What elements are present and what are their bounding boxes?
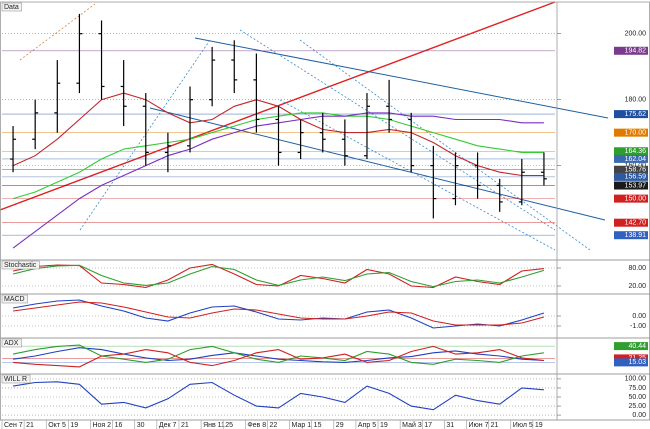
series-line: [13, 381, 544, 411]
level-box: [614, 154, 648, 163]
x-tick-label: Апр 5: [358, 422, 376, 429]
y-tick-label: 50.00: [628, 394, 646, 401]
level-box: [614, 194, 648, 203]
y-tick-label: 75.00: [628, 385, 646, 392]
y-tick-label: 25.00: [628, 403, 646, 410]
channel-line: [194, 37, 609, 119]
x-tick-label: 19: [70, 422, 78, 429]
level-box: [614, 46, 648, 55]
panel-title-box: [1, 2, 23, 12]
panel-title-box: [1, 260, 40, 270]
x-tick-label: 21: [181, 422, 189, 429]
x-tick-label: 25: [225, 422, 233, 429]
x-tick-label: 21: [26, 422, 34, 429]
level-label: 150.00: [625, 195, 647, 202]
level-box: [614, 358, 648, 367]
x-tick-label: 30: [137, 422, 145, 429]
panel-title: MACD: [4, 296, 25, 303]
level-box: [614, 110, 648, 119]
x-tick-label: 19: [380, 422, 388, 429]
level-label: 170.00: [625, 129, 647, 136]
y-tick-label: 80.00: [628, 265, 646, 272]
x-tick-label: 31: [446, 422, 454, 429]
level-label: 164.36: [625, 148, 647, 155]
level-label: 142.70: [625, 220, 647, 227]
level-label: 194.82: [625, 48, 647, 55]
x-tick-label: Май 3: [402, 421, 422, 429]
panel-title: Data: [4, 4, 19, 11]
x-tick-label: Окт 5: [48, 422, 66, 429]
level-box: [614, 147, 648, 156]
level-box: [614, 128, 648, 137]
level-box: [614, 231, 648, 240]
x-tick-label: 17: [424, 422, 432, 429]
level-box: [614, 181, 648, 190]
level-label: 153.97: [625, 182, 647, 189]
y-tick-label: 0.00: [632, 412, 646, 419]
x-tick-label: Мар 1: [292, 422, 312, 429]
level-label: 158.76: [625, 167, 647, 174]
y-tick-label: 0.00: [632, 313, 646, 320]
x-tick-label: 19: [535, 422, 543, 429]
level-label: 15.03: [628, 359, 646, 366]
y-tick-label: 20.00: [628, 283, 646, 290]
y-tick-label: 200.00: [625, 31, 647, 38]
x-tick-label: 16: [115, 422, 123, 429]
channel-line: [149, 107, 606, 221]
level-box: [614, 218, 648, 227]
series-line: [13, 347, 544, 363]
series-line: [13, 345, 544, 368]
x-tick-label: 21: [491, 422, 499, 429]
panel-title-box: [1, 374, 31, 384]
level-label: 40.44: [628, 343, 646, 350]
x-tick-label: Янв 11: [203, 422, 225, 429]
y-tick-label: 100.00: [625, 376, 647, 383]
x-tick-label: Дек 7: [159, 422, 177, 429]
series-line: [13, 299, 545, 329]
panel-title-box: [1, 294, 28, 304]
fan-line: [279, 99, 556, 251]
series-line: [12, 263, 544, 289]
level-box: [614, 342, 648, 351]
series-line: [12, 264, 545, 288]
level-label: 138.91: [625, 232, 647, 239]
level-box: [614, 165, 648, 174]
panel-title-box: [1, 338, 22, 348]
x-tick-label: Сен 7: [4, 422, 23, 429]
y-tick-label: -1.00: [630, 323, 646, 330]
x-tick-label: Июн 7: [469, 422, 489, 429]
level-box: [614, 172, 648, 181]
series-line: [13, 301, 545, 326]
x-tick-label: Июл 5: [513, 422, 533, 429]
x-tick-label: 15: [314, 422, 322, 429]
level-label: 162.04: [625, 156, 647, 163]
level-label: 175.62: [625, 111, 647, 118]
y-tick-label: 180.00: [625, 97, 647, 104]
panel-title: ADX: [4, 340, 19, 347]
x-tick-label: 22: [269, 422, 277, 429]
x-tick-label: Фев 8: [247, 422, 266, 429]
x-tick-label: 29: [336, 422, 344, 429]
x-tick-label: Ноя 2: [92, 422, 111, 429]
panel-title: WILL R: [4, 376, 27, 383]
panel-title: Stochastic: [4, 262, 37, 269]
level-label: 156.59: [625, 174, 647, 181]
